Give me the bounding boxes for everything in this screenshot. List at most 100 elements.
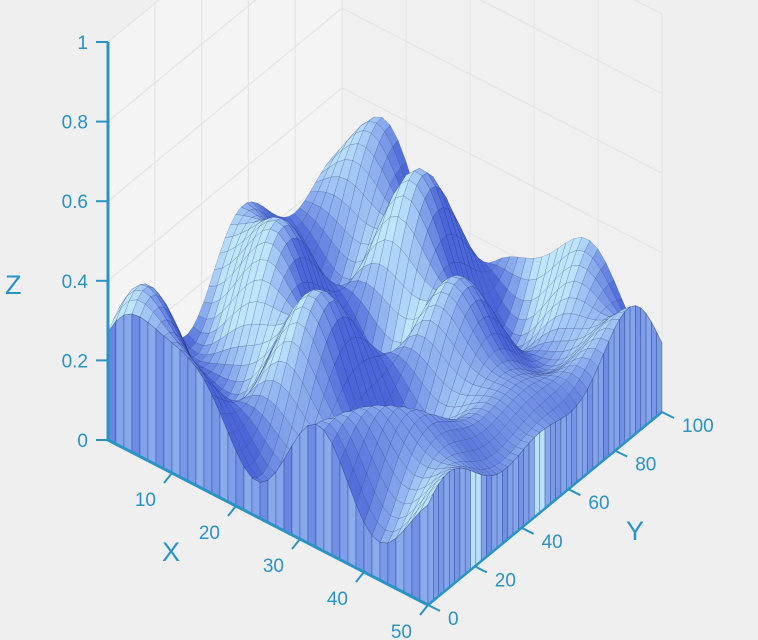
surface-wall-front [331,443,341,561]
x-tick-mark [291,538,301,550]
surface-wall-right [470,470,477,571]
surface [107,116,663,606]
grid-line-z [107,0,663,123]
z-tick-label: 0.8 [62,113,88,134]
surface-wall-right [555,418,562,501]
surface-wall-front [203,379,213,495]
surface-wall-front [187,356,197,486]
x-axis-line [107,438,429,607]
surface-wall-right [576,397,583,483]
y-tick-mark [427,604,441,612]
surface-wall-front [283,444,293,536]
x-tick-label: 30 [263,556,284,577]
surface-wall-right [459,467,466,580]
y-tick-mark [567,488,581,497]
surface-wall-right [603,341,610,461]
surface-wall-front [115,314,125,449]
y-tick-mark [614,449,628,458]
surface-wall-right [571,404,578,488]
surface-wall-right [635,305,642,435]
surface-wall-front [147,321,157,466]
axes [96,41,675,616]
y-tick-mark [521,526,535,535]
surface-wall-front [259,479,269,523]
surface-wall-right [438,475,445,597]
surface-wall-front [267,471,277,528]
surface-wall-right [651,321,657,422]
surface-wall-right [502,466,509,545]
y-tick-label: 40 [542,532,563,553]
surface-wall-right [619,310,626,448]
surface-wall-front [251,477,261,519]
surface-wall-front [299,424,309,544]
y-tick-mark [474,565,488,574]
surface-wall-front [419,504,429,606]
surface-wall-right [523,442,530,527]
surface-wall-right [613,319,620,453]
y-tick-label: 0 [448,609,459,630]
z-tick-label: 0.6 [62,192,88,213]
surface-wall-front [275,458,285,532]
surface-wall-right [565,410,572,492]
surface-wall-front [315,423,325,552]
y-tick-label: 60 [588,493,609,514]
z-tick-label: 0 [77,431,88,452]
x-tick-mark [227,505,237,517]
surface-wall-right [443,470,450,593]
surface-wall-front [395,529,405,594]
x-tick-label: 50 [391,622,412,640]
surface-wall-right [629,305,636,439]
x-axis-title: X [162,537,180,567]
surface-wall-right [433,482,439,602]
surface-wall-front [403,519,413,598]
surface-wall-right [581,388,588,479]
surface-wall-front [139,316,149,462]
surface-wall-front [323,429,333,556]
surface-wall-front [179,348,189,482]
x-tick-label: 40 [327,589,348,610]
surface-wall-right [528,436,535,523]
surface-wall-right [480,474,487,562]
x-tick-mark [355,571,365,583]
surface-wall-right [539,427,546,514]
surface-wall-right [550,421,556,505]
x-tick-mark [163,472,173,484]
tick-labels: 0 0.2 0.4 0.6 0.8 1 10 20 30 40 50 0 20 40 60 80 100 [62,33,714,640]
surface-wall-front [387,537,397,589]
z-tick-label: 1 [77,33,88,54]
surface-wall-right [454,467,461,584]
surface-wall-right [640,307,647,431]
surface-wall-right [475,472,482,567]
surface-wall-right [427,493,434,606]
y-axis-line [427,411,663,606]
surface-wall-right [645,312,652,426]
surface-wall-right [512,454,519,536]
surface-wall-front [155,328,165,470]
surface-wall-front [371,535,381,581]
surface-wall-front [411,511,421,602]
surface-wall-front [171,342,181,478]
surface-wall-right [608,329,615,457]
x-tick-label: 20 [199,523,220,544]
surface-wall-front [163,335,173,474]
surface-wall-right [597,354,604,466]
z-axis-title: Z [5,270,22,300]
surface-wall-right [656,332,663,418]
y-tick-label: 80 [635,455,656,476]
surface-wall-front [379,542,389,585]
x-tick-mark [419,604,429,616]
y-tick-label: 20 [495,570,516,591]
surface-wall-front [123,313,133,453]
surface-wall-front [211,394,221,499]
surface-wall-right [587,378,594,475]
surface-wall-right [544,424,551,510]
z-tick-label: 0.4 [62,272,89,293]
surface-wall-right [534,431,540,518]
surface-wall-right [496,470,503,549]
y-axis-title: Y [626,516,644,546]
surface-wall-right [448,468,455,589]
surface-wall-right [491,473,498,553]
surface-wall-right [518,448,525,532]
